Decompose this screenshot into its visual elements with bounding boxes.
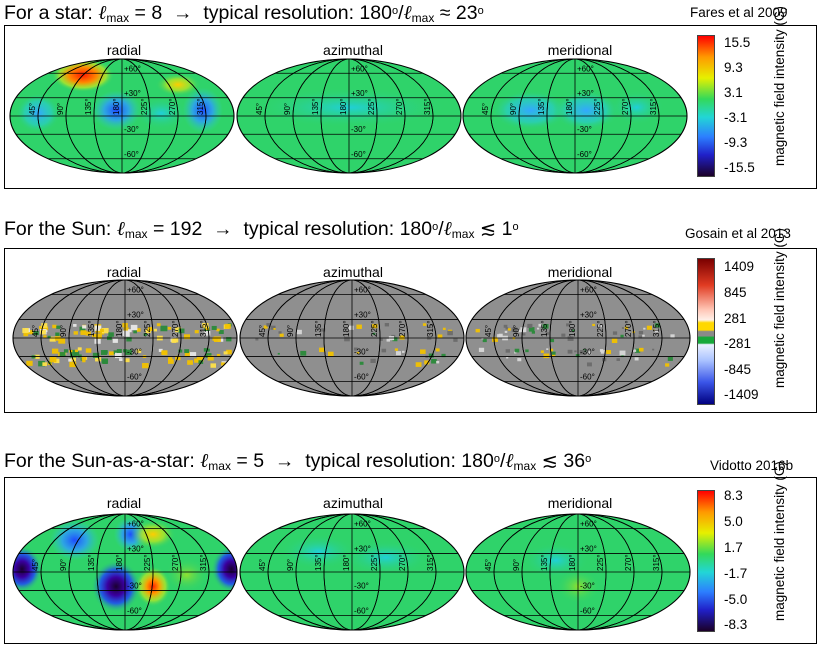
colorbar-3 xyxy=(697,490,715,632)
map-title-azimuthal: azimuthal xyxy=(323,42,383,58)
cbar1-tick: -9.3 xyxy=(724,135,748,150)
cbar1-tick: 9.3 xyxy=(724,60,743,75)
colorbar-1 xyxy=(697,35,715,177)
cbar2-tick: -281 xyxy=(724,336,752,351)
cbar1-tick: 3.1 xyxy=(724,85,743,100)
panel3-reference: Vidotto 2016b xyxy=(710,458,794,473)
colorbar-2 xyxy=(697,258,715,405)
cbar1-tick: -15.5 xyxy=(724,160,755,175)
panel1-frame xyxy=(4,25,817,189)
panel3-heading: For the Sun-as-a-star: ℓmax = 5 → typica… xyxy=(4,449,592,473)
cbar2-tick: 1409 xyxy=(724,259,755,274)
cbar3-tick: 1.7 xyxy=(724,540,743,555)
cbar2-tick: 281 xyxy=(724,311,747,326)
panel3-frame xyxy=(4,477,817,644)
map-title-radial: radial xyxy=(106,42,142,58)
cbar3-tick: -1.7 xyxy=(724,566,748,581)
panel1-reference: Fares et al 2009 xyxy=(690,5,788,20)
cbar3-tick: 5.0 xyxy=(724,514,743,529)
panel1-heading: For a star: ℓmax = 8 → typical resolutio… xyxy=(4,1,484,25)
cbar3-tick: -5.0 xyxy=(724,592,748,607)
panel2-frame xyxy=(4,248,817,413)
map-title-meridional: meridional xyxy=(547,264,613,280)
map-title-azimuthal: azimuthal xyxy=(323,264,383,280)
cbar3-title: magnetic field intensity (G) xyxy=(772,461,787,621)
cbar1-title: magnetic field intensity (G) xyxy=(772,6,787,166)
map-title-radial: radial xyxy=(106,495,142,511)
map-title-radial: radial xyxy=(106,264,142,280)
cbar2-title: magnetic field intensity (G) xyxy=(772,228,787,388)
cbar1-tick: -3.1 xyxy=(724,110,748,125)
cbar3-tick: -8.3 xyxy=(724,617,748,632)
map-title-azimuthal: azimuthal xyxy=(323,495,383,511)
cbar1-tick: 15.5 xyxy=(724,35,751,50)
cbar2-tick: -1409 xyxy=(724,387,759,402)
panel2-heading: For the Sun: ℓmax = 192 → typical resolu… xyxy=(4,217,519,241)
cbar3-tick: 8.3 xyxy=(724,488,743,503)
cbar2-tick: -845 xyxy=(724,362,752,377)
panel2-reference: Gosain et al 2013 xyxy=(685,226,791,241)
map-title-meridional: meridional xyxy=(547,42,613,58)
cbar2-tick: 845 xyxy=(724,285,747,300)
map-title-meridional: meridional xyxy=(547,495,613,511)
